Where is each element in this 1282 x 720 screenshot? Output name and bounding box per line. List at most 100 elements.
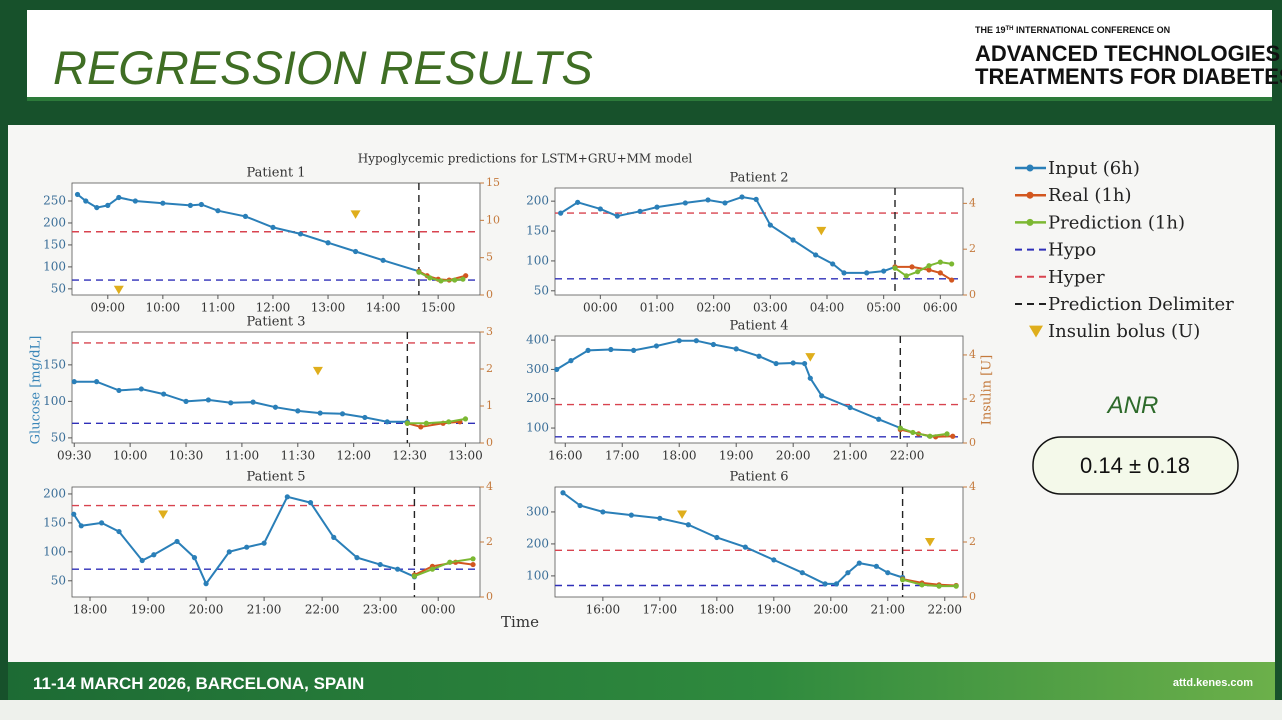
y2-tick-label: 2 xyxy=(969,242,976,255)
input-point xyxy=(215,208,221,214)
prediction-point xyxy=(447,559,453,565)
real-point xyxy=(463,273,469,279)
prediction-line xyxy=(899,427,948,438)
input-point xyxy=(637,208,643,214)
y2-tick-label: 4 xyxy=(969,348,976,361)
x-tick-label: 10:00 xyxy=(113,449,148,463)
y-tick-label: 100 xyxy=(43,394,66,408)
x-tick-label: 10:30 xyxy=(169,449,204,463)
figure: Hypoglycemic predictions for LSTM+GRU+MM… xyxy=(29,152,995,632)
input-point xyxy=(767,222,773,228)
input-point xyxy=(801,360,808,367)
input-point xyxy=(771,557,777,563)
subplot: Patient 4 100 200 300 400 0 2 4 16:00 17:00 18:00 1… xyxy=(526,319,976,463)
prediction-line xyxy=(414,557,474,578)
y-tick-label: 50 xyxy=(51,430,66,444)
subplot-title: Patient 2 xyxy=(730,171,789,186)
x-tick-label: 09:30 xyxy=(57,449,92,463)
input-point xyxy=(608,346,614,353)
input-point xyxy=(307,500,314,506)
prediction-point xyxy=(460,276,466,282)
input-point xyxy=(270,224,276,230)
input-point xyxy=(597,206,603,212)
subplot: Patient 1 50 100 150 200 250 0 5 10 15 09:00 10:00 1… xyxy=(43,166,500,315)
input-point xyxy=(710,341,717,348)
y-tick-label: 100 xyxy=(526,421,549,435)
prediction-line xyxy=(407,417,466,425)
y-tick-label: 200 xyxy=(526,536,549,550)
input-point xyxy=(554,366,560,373)
x-tick-label: 19:00 xyxy=(131,603,166,617)
input-point xyxy=(377,561,383,568)
real-point xyxy=(909,264,915,270)
x-tick-label: 20:00 xyxy=(776,449,811,463)
y-tick-label: 50 xyxy=(51,573,66,587)
input-point xyxy=(139,557,145,564)
input-point xyxy=(742,544,748,550)
kicker-pre: THE 19 xyxy=(975,25,1006,35)
y2-tick-label: 2 xyxy=(969,535,976,548)
input-point xyxy=(568,358,574,364)
input-point xyxy=(161,391,167,397)
input-line xyxy=(74,380,408,423)
prediction-point xyxy=(915,269,921,275)
real-point xyxy=(937,270,943,276)
real-point xyxy=(470,561,476,568)
prediction-point xyxy=(910,429,916,436)
y2-tick-label: 10 xyxy=(486,213,500,226)
input-point xyxy=(685,522,691,528)
prediction-point xyxy=(944,431,950,437)
x-tick-label: 10:00 xyxy=(146,301,181,315)
input-point xyxy=(105,202,111,208)
x-tick-label: 19:00 xyxy=(757,603,792,617)
x-tick-label: 16:00 xyxy=(586,603,621,617)
y-tick-label: 150 xyxy=(43,515,66,529)
input-point xyxy=(174,538,180,545)
x-tick-label: 17:00 xyxy=(643,603,678,617)
banner xyxy=(27,10,1272,97)
legend-symbol xyxy=(1026,164,1034,172)
prediction-point xyxy=(452,277,458,283)
input-point xyxy=(575,199,581,205)
x-axis-title: Time xyxy=(501,613,539,631)
x-tick-label: 21:00 xyxy=(870,603,905,617)
input-point xyxy=(261,540,267,546)
input-point xyxy=(78,523,84,529)
legend-symbol xyxy=(1026,191,1034,199)
kicker-sup: TH xyxy=(1006,26,1014,32)
x-tick-label: 21:00 xyxy=(247,603,282,617)
legend-label: Hyper xyxy=(1048,267,1105,288)
input-point xyxy=(753,196,759,202)
y2-tick-label: 0 xyxy=(969,288,976,301)
input-point xyxy=(864,270,870,276)
prediction-point xyxy=(937,259,943,265)
y2-tick-label: 5 xyxy=(486,251,493,264)
insulin-bolus xyxy=(816,226,827,236)
input-point xyxy=(331,534,337,540)
bottom-strip xyxy=(0,700,1282,720)
input-point xyxy=(317,410,323,416)
x-tick-label: 18:00 xyxy=(73,603,108,617)
x-tick-label: 18:00 xyxy=(662,449,697,463)
y-tick-label: 150 xyxy=(43,357,66,371)
prediction-point xyxy=(462,416,469,422)
input-point xyxy=(352,248,359,255)
prediction-point xyxy=(927,433,933,439)
footer-date: 11-14 MARCH 2026, BARCELONA, SPAIN xyxy=(33,674,364,693)
input-point xyxy=(325,240,331,246)
y-tick-label: 150 xyxy=(43,237,66,251)
input-point xyxy=(191,555,198,561)
input-point xyxy=(272,404,279,410)
y-tick-label: 200 xyxy=(526,391,549,405)
conference-kicker: THE 19TH INTERNATIONAL CONFERENCE ON xyxy=(975,25,1170,35)
conference-line: ADVANCED TECHNOLOGIES & xyxy=(975,41,1282,66)
input-point xyxy=(94,204,100,211)
prediction-point xyxy=(416,269,422,275)
input-point xyxy=(676,338,682,344)
x-tick-label: 11:00 xyxy=(201,301,236,315)
input-point xyxy=(242,213,249,219)
input-point xyxy=(116,387,122,394)
x-tick-label: 16:00 xyxy=(548,449,583,463)
prediction-point xyxy=(411,573,418,579)
